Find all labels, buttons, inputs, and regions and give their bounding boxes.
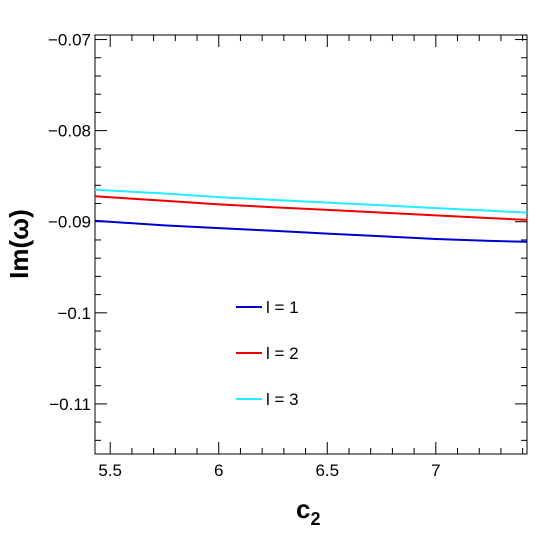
plot-frame (94, 34, 528, 455)
x-tick-label: 6.5 (315, 461, 339, 480)
y-tick-label: −0.09 (48, 213, 91, 232)
x-tick-label: 7 (431, 461, 440, 480)
y-tick-label: −0.1 (57, 304, 91, 323)
series-line-l1 (94, 219, 528, 243)
legend-label-l1: l = 1 (266, 298, 299, 317)
x-axis-title-subscript: 2 (310, 509, 320, 529)
x-tick-label: 6 (214, 461, 223, 480)
y-tick-label: −0.08 (48, 122, 91, 141)
x-axis-title: c2 (296, 494, 320, 529)
y-tick-label: −0.07 (48, 31, 91, 50)
axis-ticks (95, 35, 527, 454)
legend-label-l3: l = 3 (266, 390, 299, 409)
y-axis-title: Im(ω) (4, 209, 34, 279)
legend: l = 1 l = 2 l = 3 (236, 298, 299, 409)
series-line-l2 (94, 195, 528, 221)
series-line-l3 (94, 188, 528, 214)
series-lines (94, 188, 528, 243)
x-tick-label: 5.5 (98, 461, 122, 480)
y-tick-label: −0.11 (49, 395, 91, 414)
legend-label-l2: l = 2 (266, 344, 299, 363)
axis-tick-labels: 5.5 6 6.5 7 −0.07 −0.08 −0.09 −0.1 −0.11 (48, 31, 441, 480)
